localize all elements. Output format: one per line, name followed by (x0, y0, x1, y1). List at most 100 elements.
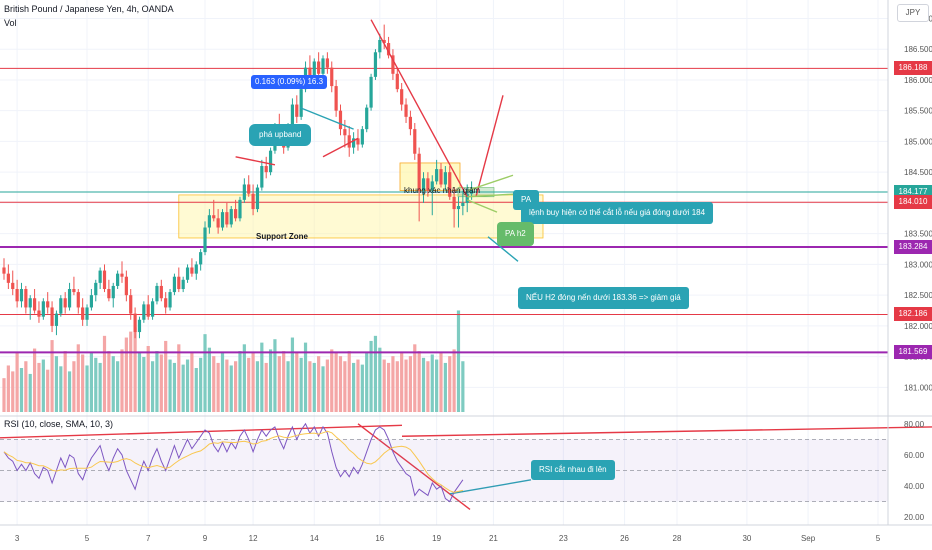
candle-body (352, 138, 356, 148)
candle-body (142, 304, 146, 320)
rsi-long-trendline (401, 426, 932, 437)
volume-bar (382, 359, 386, 412)
volume-bar (273, 339, 277, 412)
vol-label: Vol (4, 18, 17, 28)
candle-body (373, 52, 378, 77)
volume-bar (378, 347, 382, 412)
candle-body (81, 307, 85, 320)
volume-bar (225, 359, 229, 412)
candle-body (413, 129, 417, 154)
time-tick-label: 21 (489, 534, 498, 543)
candle-body (11, 282, 15, 290)
candle-body (28, 298, 32, 308)
volume-bar (430, 354, 434, 412)
candle-body (430, 181, 434, 191)
volume-bar (76, 344, 80, 412)
candle-body (317, 61, 321, 74)
price-tick-label: 183.000 (904, 260, 932, 269)
volume-bar (137, 352, 142, 412)
volume-bar (317, 356, 321, 412)
rsi-tick-label: 60.00 (904, 451, 925, 460)
volume-bar (303, 342, 308, 412)
candle-body (133, 313, 137, 333)
candle-body (177, 276, 181, 290)
candle-body (325, 58, 329, 68)
candle-body (19, 289, 24, 302)
volume-bar (400, 352, 404, 412)
volume-bar (212, 356, 216, 412)
volume-bar (46, 369, 50, 412)
candle-body (129, 295, 133, 314)
volume-bar (373, 335, 378, 412)
volume-bar (452, 349, 456, 412)
volume-bar (268, 349, 273, 412)
volume-bar (461, 361, 465, 412)
volume-bar (443, 362, 447, 412)
volume-bar (85, 365, 89, 412)
volume-bar (120, 349, 124, 412)
candle-body (461, 202, 465, 206)
candle-body (382, 39, 386, 44)
price-tick-label: 182.500 (904, 291, 932, 300)
candle-body (172, 276, 177, 293)
candle-body (378, 39, 382, 53)
volume-bar (94, 357, 98, 412)
measure-label: 0.163 (0.09%) 16.3 (251, 75, 328, 89)
price-tick-label: 184.500 (904, 168, 932, 177)
candle-body (50, 307, 54, 326)
rsi-label: RSI (10, close, SMA, 10, 3) (4, 419, 114, 429)
volume-bar (203, 334, 207, 412)
time-tick-label: 23 (559, 534, 568, 543)
candle-body (150, 301, 155, 317)
volume-bar (360, 364, 364, 412)
volume-bar (386, 362, 391, 412)
support-zone-label: Support Zone (256, 232, 308, 241)
candle-body (312, 61, 316, 80)
price-tick-label: 181.000 (904, 383, 932, 392)
candle-body (330, 67, 334, 87)
currency-badge[interactable]: JPY (897, 4, 929, 22)
candle-body (94, 282, 98, 296)
volume-bar (308, 361, 312, 412)
candle-body (111, 285, 115, 299)
volume-bar (277, 356, 281, 412)
khung-label: khung xác nhận giảm (404, 186, 481, 195)
volume-bar (172, 362, 177, 412)
volume-bar (124, 337, 128, 412)
volume-bar (50, 340, 54, 412)
volume-bar (421, 357, 426, 412)
candle-body (181, 279, 185, 290)
volume-bar (408, 356, 413, 412)
candle-body (386, 43, 391, 56)
volume-bar (168, 359, 172, 412)
volume-bar (234, 361, 238, 412)
candle-body (404, 104, 408, 117)
candle-body (299, 89, 303, 117)
candle-body (395, 73, 399, 90)
candle-body (347, 135, 351, 148)
candle-body (229, 209, 233, 225)
volume-bar (63, 351, 67, 412)
candle-body (67, 289, 72, 308)
volume-bar (190, 352, 194, 412)
candle-body (338, 110, 343, 130)
upband-break-line (235, 156, 276, 166)
candle-body (207, 215, 211, 228)
price-tick-label: 182.000 (904, 322, 932, 331)
time-tick-label: 28 (673, 534, 682, 543)
candle-body (102, 270, 107, 290)
candle-body (426, 178, 430, 191)
volume-bar (37, 362, 41, 412)
candle-body (164, 298, 168, 308)
candle-body (448, 172, 452, 197)
candle-body (356, 138, 360, 145)
candle-body (360, 129, 364, 145)
candle-body (443, 172, 447, 185)
volume-bar (116, 361, 120, 412)
candle-body (32, 298, 37, 311)
volume-bar (448, 356, 452, 412)
volume-bar (194, 368, 198, 412)
candle-body (203, 227, 207, 253)
upband-line (322, 137, 359, 158)
volume-bar (220, 352, 225, 412)
